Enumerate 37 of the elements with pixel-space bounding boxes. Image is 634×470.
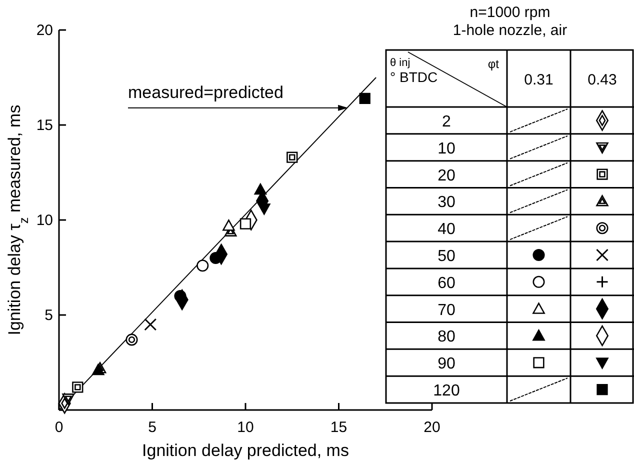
category-label: 2 xyxy=(442,113,451,130)
text: θ inj ° BTDC xyxy=(390,57,438,85)
annotation: measured=predicted xyxy=(128,82,284,102)
point xyxy=(196,260,209,272)
category-label: 120 xyxy=(433,382,460,400)
y-tick-label: 5 xyxy=(44,307,53,324)
text: φt xyxy=(488,57,500,71)
category-label: 30 xyxy=(438,194,456,212)
point xyxy=(126,334,138,346)
y-tick-label: 20 xyxy=(36,22,53,39)
point xyxy=(359,92,370,104)
category-label: 40 xyxy=(438,221,456,238)
category-label: 10 xyxy=(438,140,456,158)
category-label: 0.43 xyxy=(588,72,617,88)
x-tick-label: 5 xyxy=(148,419,156,436)
text: n=1000 rpm xyxy=(470,4,550,21)
y-tick-label: 10 xyxy=(36,212,53,229)
x-tick-label: 20 xyxy=(424,419,440,436)
category-label: 80 xyxy=(438,328,456,346)
x-axis-title: Ignition delay predicted, ms xyxy=(142,441,349,460)
category-label: 70 xyxy=(438,302,456,319)
x-tick-label: 0 xyxy=(54,419,64,436)
category-label: 20 xyxy=(438,167,456,184)
point xyxy=(222,220,235,231)
category-label: 0.31 xyxy=(524,72,554,88)
point xyxy=(254,183,267,195)
category-label: 60 xyxy=(438,274,456,292)
point xyxy=(144,318,157,331)
category-label: 90 xyxy=(438,356,456,373)
point xyxy=(286,152,298,163)
x-tick-label: 10 xyxy=(237,419,254,436)
point xyxy=(72,382,84,393)
text: 1-hole nozzle, air xyxy=(452,22,568,39)
y-tick-label: 15 xyxy=(36,117,53,134)
point xyxy=(240,218,252,230)
category-label: 50 xyxy=(438,248,456,265)
x-tick-label: 15 xyxy=(330,419,348,436)
